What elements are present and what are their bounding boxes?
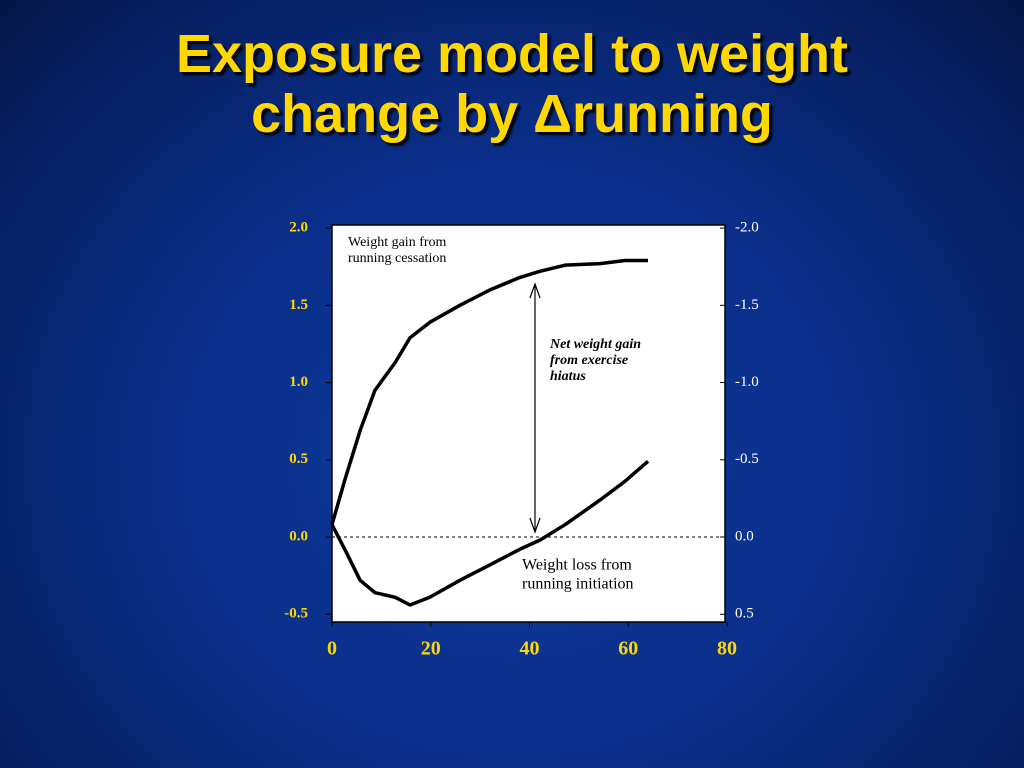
y2-tick-label: -1.0: [735, 374, 759, 390]
x-tick-label: 80: [717, 638, 737, 660]
annotation: from exercise: [550, 353, 628, 368]
y-tick-label: 0.5: [289, 451, 308, 467]
plot-area: [331, 224, 726, 623]
annotation: Weight loss from: [522, 557, 632, 574]
title-line: Exposure model to weight: [175, 24, 849, 84]
annotation: running cessation: [348, 251, 446, 266]
x-tick-label: 40: [520, 638, 540, 660]
y2-tick-label: -2.0: [735, 220, 759, 236]
series-line: [330, 460, 650, 607]
annotation: Weight gain from: [348, 235, 447, 250]
y-tick-label: 0.0: [289, 528, 308, 544]
annotation: running initiation: [522, 576, 634, 593]
y2-tick-label: -0.5: [735, 451, 759, 467]
y2-tick-label: -1.5: [735, 297, 759, 313]
title-line: change by Δrunning: [251, 84, 773, 144]
y-tick-label: 1.0: [289, 374, 308, 390]
annotation: Net weight gain: [549, 337, 641, 352]
x-tick-label: 0: [327, 638, 337, 660]
slide-title: Exposure model to weight change by Δrunni…: [0, 24, 1024, 144]
annotation: hiatus: [550, 369, 586, 384]
x-tick-label: 60: [618, 638, 638, 660]
y-tick-label: -0.5: [284, 606, 308, 622]
y2-tick-label: 0.5: [735, 606, 754, 622]
x-tick-label: 20: [421, 638, 441, 660]
y2-tick-label: 0.0: [735, 528, 754, 544]
net-gain-arrow: [529, 282, 541, 534]
y-tick-label: 1.5: [289, 297, 308, 313]
y-tick-label: 2.0: [289, 220, 308, 236]
series-line: [330, 258, 648, 526]
